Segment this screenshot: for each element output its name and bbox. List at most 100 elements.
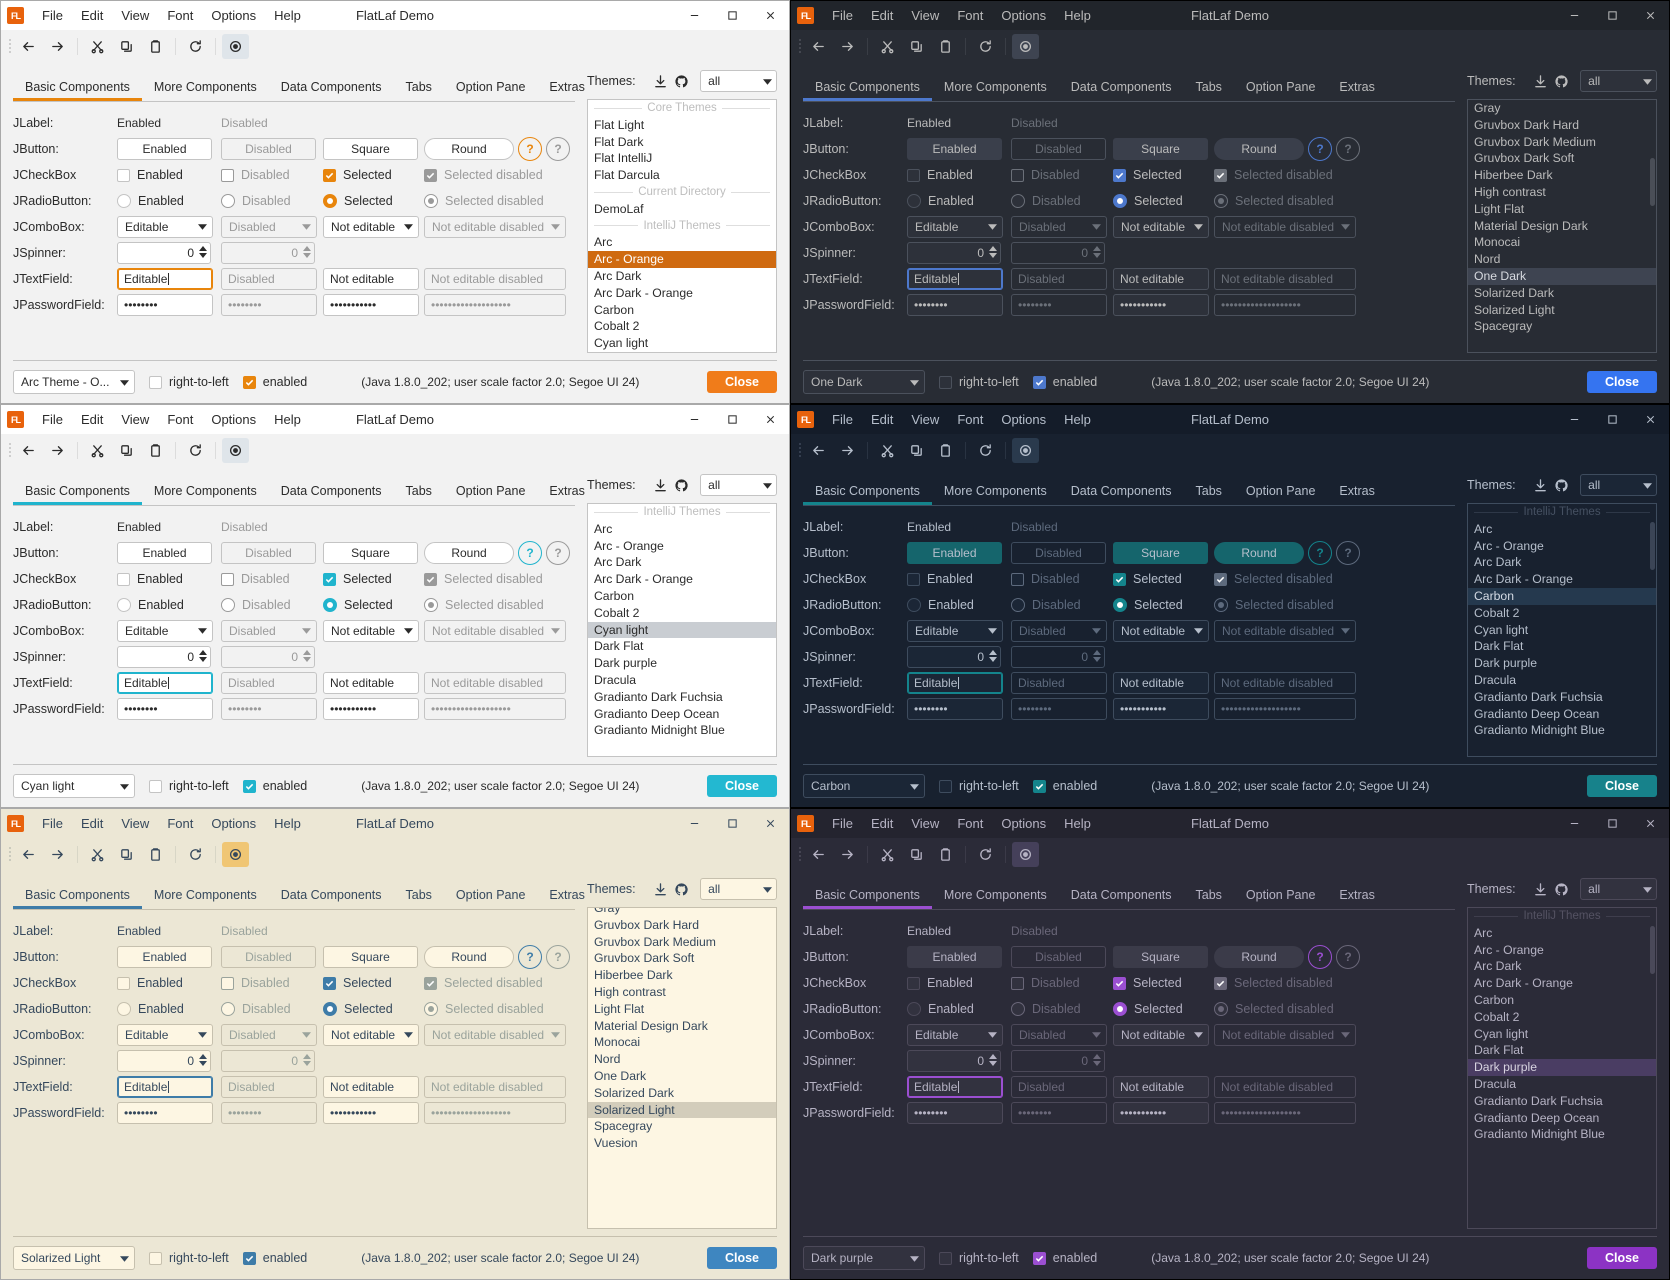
minimize-icon[interactable] xyxy=(1555,809,1593,838)
jbutton-help[interactable]: ? xyxy=(518,137,542,161)
tab-tabs[interactable]: Tabs xyxy=(1195,484,1222,498)
eye-icon[interactable] xyxy=(222,841,249,867)
jspinner-enabled-stepper[interactable] xyxy=(989,246,997,260)
themes-list-item[interactable]: Arc xyxy=(594,521,613,536)
theme-select-chevron-down-icon[interactable] xyxy=(910,1251,919,1265)
jspinner-disabled-down-arrow-icon[interactable] xyxy=(303,253,311,260)
toolbar-grip[interactable] xyxy=(796,845,804,863)
jspinner-enabled-up-arrow-icon[interactable] xyxy=(199,246,207,253)
jbutton-round[interactable]: Round xyxy=(424,138,514,160)
tab-tabs[interactable]: Tabs xyxy=(405,80,432,94)
jcombo-editable-chevron-down-icon[interactable] xyxy=(982,1032,1002,1038)
menu-item-font[interactable]: Font xyxy=(167,816,194,831)
tab-more-components[interactable]: More Components xyxy=(943,888,1047,902)
jcheckbox-selected-box[interactable] xyxy=(1113,976,1126,990)
themes-filter-select[interactable]: all xyxy=(1580,878,1657,900)
jpassword-3[interactable]: ••••••••••• xyxy=(1113,294,1209,316)
themes-list-scrollbar[interactable] xyxy=(1650,158,1655,206)
jspinner-enabled[interactable]: 0 xyxy=(117,1050,211,1072)
themes-list-item[interactable]: Gruvbox Dark Soft xyxy=(594,951,695,966)
refresh-icon[interactable] xyxy=(972,34,999,59)
minimize-icon[interactable] xyxy=(1555,1,1593,30)
jcombo-not-editable[interactable]: Not editable xyxy=(1113,620,1209,642)
themes-filter-select[interactable]: all xyxy=(700,474,777,496)
enabled-checkbox-box[interactable] xyxy=(242,375,256,389)
theme-select[interactable]: Dark purple xyxy=(803,1246,925,1270)
jcheckbox-selected[interactable]: Selected xyxy=(323,572,424,586)
enabled-checkbox-box[interactable] xyxy=(242,1251,256,1265)
forward-arrow-icon[interactable] xyxy=(834,34,861,59)
jbutton-square[interactable]: Square xyxy=(1113,946,1208,968)
jcheckbox-enabled[interactable]: Enabled xyxy=(907,572,1011,586)
jspinner-enabled[interactable]: 0 xyxy=(907,242,1001,264)
themes-list-item[interactable]: Solarized Light xyxy=(1474,302,1555,317)
eye-icon[interactable] xyxy=(1012,437,1039,463)
menu-item-help[interactable]: Help xyxy=(274,816,301,831)
jcombo-not-editable[interactable]: Not editable xyxy=(323,1024,419,1046)
jbutton-enabled[interactable]: Enabled xyxy=(117,138,212,160)
themes-list-item[interactable]: Arc Dark xyxy=(1474,959,1522,974)
themes-list[interactable]: Core Themes Flat Light Flat Dark Flat Intel… xyxy=(587,99,777,353)
jspinner-enabled-stepper[interactable] xyxy=(199,246,207,260)
close-icon[interactable] xyxy=(1631,809,1669,838)
tab-option-pane[interactable]: Option Pane xyxy=(1245,484,1316,498)
enabled-checkbox-box[interactable] xyxy=(1032,779,1046,793)
jcombo-editable[interactable]: Editable xyxy=(117,216,213,238)
themes-list-item[interactable]: Gradianto Midnight Blue xyxy=(1474,1127,1605,1142)
toolbar-grip[interactable] xyxy=(796,37,804,55)
paste-icon[interactable] xyxy=(142,438,169,463)
close-button[interactable]: Close xyxy=(1587,775,1657,797)
tab-option-pane[interactable]: Option Pane xyxy=(455,484,526,498)
paste-icon[interactable] xyxy=(142,842,169,867)
tab-option-pane[interactable]: Option Pane xyxy=(455,80,526,94)
jtextfield-not-editable[interactable]: Not editable xyxy=(1113,1076,1209,1098)
tab-basic-components[interactable]: Basic Components xyxy=(803,888,932,909)
paste-icon[interactable] xyxy=(932,438,959,463)
forward-arrow-icon[interactable] xyxy=(834,438,861,463)
menu-item-view[interactable]: View xyxy=(911,412,940,427)
jcombo-editable-chevron-down-icon[interactable] xyxy=(982,628,1002,634)
jpassword-3[interactable]: ••••••••••• xyxy=(1113,698,1209,720)
tab-tabs[interactable]: Tabs xyxy=(405,484,432,498)
jbutton-round[interactable]: Round xyxy=(424,946,514,968)
themes-list-item[interactable]: Gradianto Dark Fuchsia xyxy=(1474,1093,1603,1108)
jpassword-1[interactable]: •••••••• xyxy=(907,294,1003,316)
toolbar-grip[interactable] xyxy=(6,37,14,55)
themes-list-item[interactable]: Solarized Light xyxy=(588,1101,776,1119)
tab-basic-components[interactable]: Basic Components xyxy=(13,80,142,101)
cut-icon[interactable] xyxy=(874,842,901,867)
themes-list-scrollbar[interactable] xyxy=(1650,926,1655,974)
jcheckbox-selected-box[interactable] xyxy=(323,572,336,586)
themes-list-item[interactable]: Flat IntelliJ xyxy=(594,151,653,166)
jpassword-3[interactable]: ••••••••••• xyxy=(323,294,419,316)
themes-list-item[interactable]: Dracula xyxy=(1474,1076,1516,1091)
themes-list-item[interactable]: Solarized Dark xyxy=(594,1085,674,1100)
theme-select-chevron-down-icon[interactable] xyxy=(910,375,919,389)
jcheckbox-selected-box[interactable] xyxy=(323,976,336,990)
jspinner-disabled-down-arrow-icon[interactable] xyxy=(1093,1061,1101,1068)
jcheckbox-selected[interactable]: Selected xyxy=(1113,572,1214,586)
jbutton-round[interactable]: Round xyxy=(1214,138,1304,160)
themes-list-item[interactable]: Cobalt 2 xyxy=(1474,605,1520,620)
jcombo-editable[interactable]: Editable xyxy=(907,620,1003,642)
right-to-left-checkbox[interactable]: right-to-left xyxy=(149,779,229,793)
paste-icon[interactable] xyxy=(932,34,959,59)
jradio-selected-circle[interactable] xyxy=(1113,194,1127,208)
cut-icon[interactable] xyxy=(874,438,901,463)
enabled-checkbox[interactable]: enabled xyxy=(242,1251,307,1265)
jpassword-1[interactable]: •••••••• xyxy=(117,294,213,316)
tab-option-pane[interactable]: Option Pane xyxy=(1245,80,1316,94)
jradio-selected-circle[interactable] xyxy=(1113,598,1127,612)
theme-select-chevron-down-icon[interactable] xyxy=(120,1251,129,1265)
jspinner-enabled-up-arrow-icon[interactable] xyxy=(199,1054,207,1061)
menu-item-view[interactable]: View xyxy=(121,816,150,831)
jbutton-enabled[interactable]: Enabled xyxy=(907,138,1002,160)
right-to-left-checkbox-box[interactable] xyxy=(149,375,162,389)
themes-list-item[interactable]: Nord xyxy=(594,1052,621,1067)
jcombo-not-editable[interactable]: Not editable xyxy=(1113,1024,1209,1046)
jspinner-enabled-stepper[interactable] xyxy=(199,1054,207,1068)
themes-filter-select[interactable]: all xyxy=(700,878,777,900)
tab-data-components[interactable]: Data Components xyxy=(1070,80,1172,94)
menu-item-help[interactable]: Help xyxy=(1064,412,1091,427)
jtextfield-not-editable[interactable]: Not editable xyxy=(323,1076,419,1098)
